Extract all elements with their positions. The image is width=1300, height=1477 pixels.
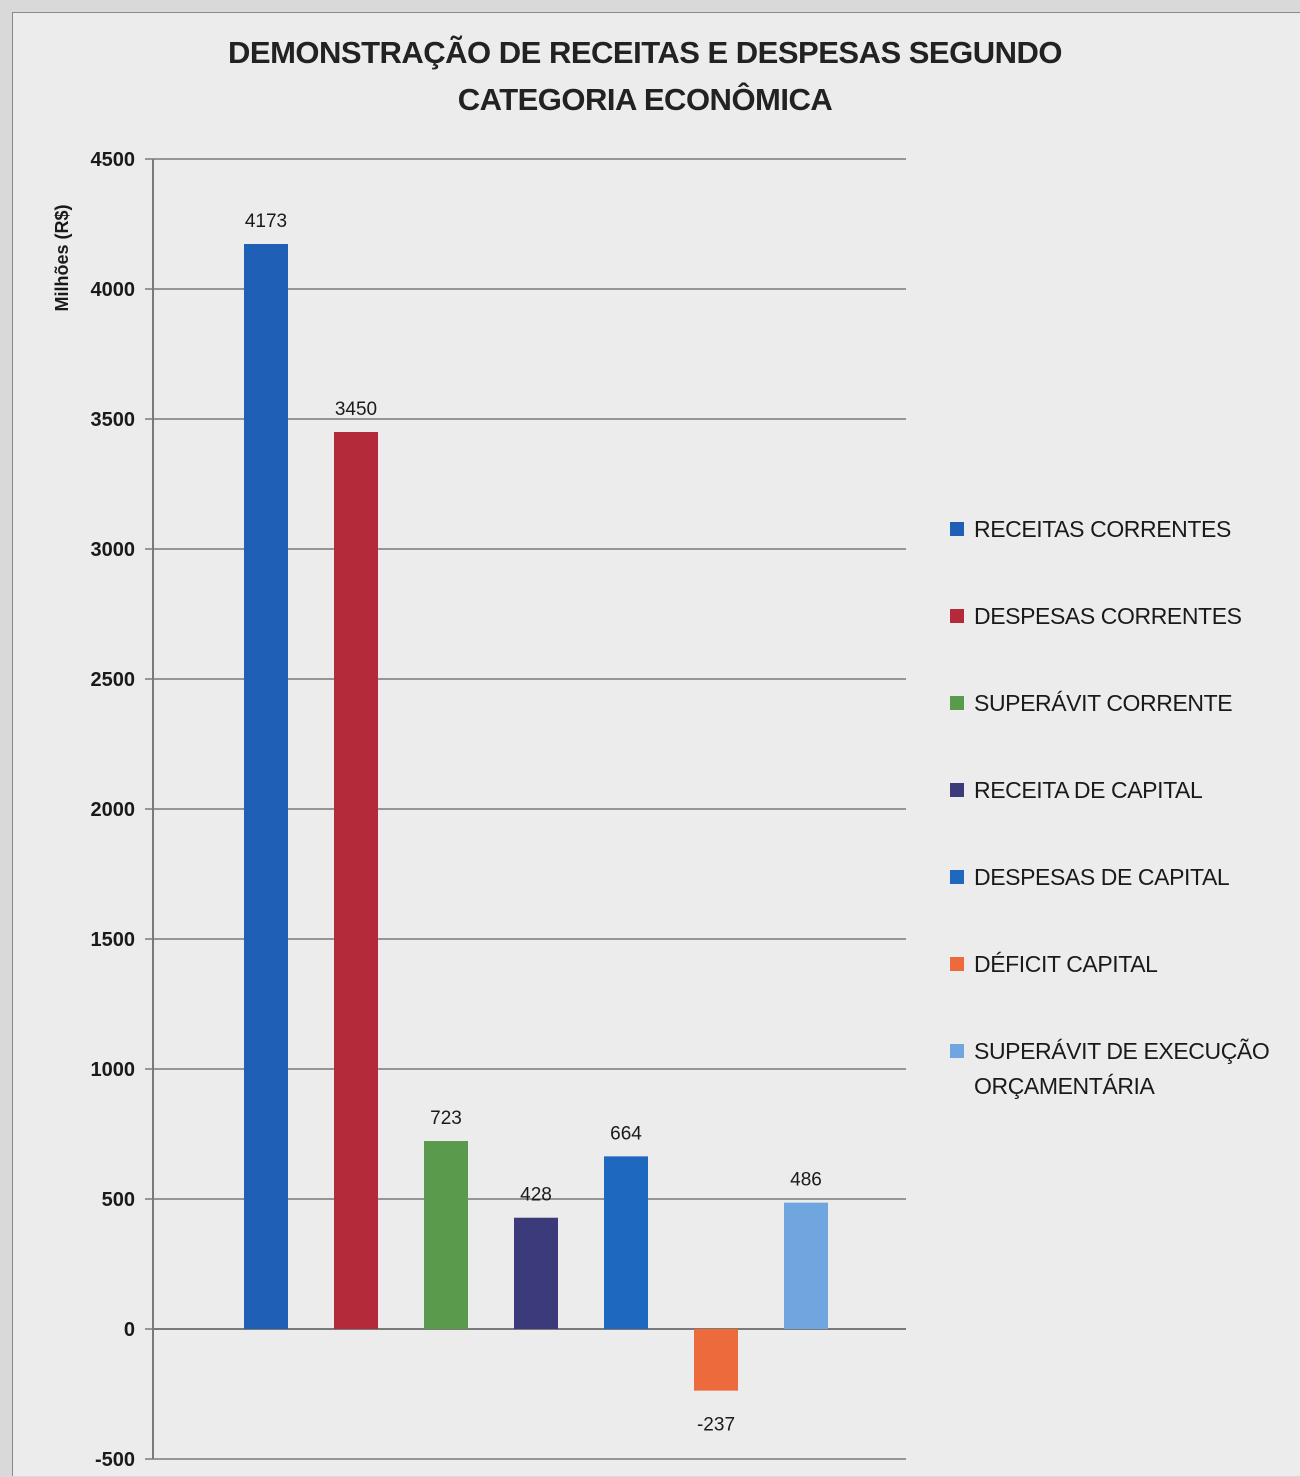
legend-item: RECEITAS CORRENTES [950,516,1231,542]
legend-item: DESPESAS CORRENTES [950,603,1242,629]
bar [604,1156,648,1329]
bar-chart: DEMONSTRAÇÃO DE RECEITAS E DESPESAS SEGU… [52,35,1270,1471]
legend-label: DESPESAS CORRENTES [974,603,1242,629]
y-axis-title: Milhões (R$) [52,204,72,311]
y-tick-label: 0 [124,1319,135,1341]
y-tick-label: 1500 [91,929,136,951]
y-axis-ticks: 4500 4000 3500 3000 2500 2000 1500 1000 500 0 -500 [91,149,136,1471]
y-tick-label: 500 [102,1189,135,1211]
legend-item: SUPERÁVIT CORRENTE [950,690,1233,716]
legend-swatch [950,696,964,710]
data-label: 4173 [245,211,287,232]
legend-label: ORÇAMENTÁRIA [974,1073,1156,1099]
bar [424,1141,468,1329]
y-tick-label: 4000 [91,279,136,301]
legend-item: DÉFICIT CAPITAL [950,951,1159,977]
legend-swatch [950,522,964,536]
y-tick-label: 3000 [91,539,136,561]
legend-swatch [950,870,964,884]
data-label: 3450 [335,399,377,420]
y-axis-label: Milhões (R$) [52,204,72,311]
legend-label: DESPESAS DE CAPITAL [974,864,1230,890]
data-label: 664 [610,1123,642,1144]
legend-item: DESPESAS DE CAPITAL [950,864,1230,890]
bar [514,1217,558,1329]
legend-label: SUPERÁVIT DE EXECUÇÃO [974,1038,1269,1064]
bar [244,244,288,1329]
bar [334,432,378,1329]
legend-swatch [950,1044,964,1058]
data-label: -237 [697,1415,735,1436]
legend-item: SUPERÁVIT DE EXECUÇÃO ORÇAMENTÁRIA [950,1038,1270,1099]
bar [694,1329,738,1391]
data-label: 723 [430,1108,462,1129]
legend-swatch [950,609,964,623]
chart-title: DEMONSTRAÇÃO DE RECEITAS E DESPESAS SEGU… [228,35,1062,117]
data-label: 486 [790,1170,822,1191]
legend: RECEITAS CORRENTES DESPESAS CORRENTES SUPE… [950,516,1270,1099]
legend-label: SUPERÁVIT CORRENTE [974,690,1232,716]
legend-swatch [950,783,964,797]
y-tick-label: -500 [95,1449,135,1471]
bars [244,244,828,1391]
y-tick-label: 3500 [91,409,136,431]
data-labels: 4173 3450 723 428 664 -237 486 [245,211,822,1436]
y-tick-label: 2000 [91,799,136,821]
y-tick-label: 4500 [91,149,136,171]
legend-label: DÉFICIT CAPITAL [974,951,1158,977]
data-label: 428 [520,1185,552,1206]
legend-label: RECEITAS CORRENTES [974,516,1231,542]
legend-label: RECEITA DE CAPITAL [974,777,1203,803]
chart-frame: DEMONSTRAÇÃO DE RECEITAS E DESPESAS SEGU… [12,12,1300,1476]
y-tick-label: 2500 [91,669,136,691]
legend-swatch [950,957,964,971]
y-tick-label: 1000 [91,1059,136,1081]
chart-title-line: CATEGORIA ECONÔMICA [458,81,833,117]
chart-title-line: DEMONSTRAÇÃO DE RECEITAS E DESPESAS SEGU… [228,35,1062,70]
legend-item: RECEITA DE CAPITAL [950,777,1203,803]
bar [784,1202,828,1329]
